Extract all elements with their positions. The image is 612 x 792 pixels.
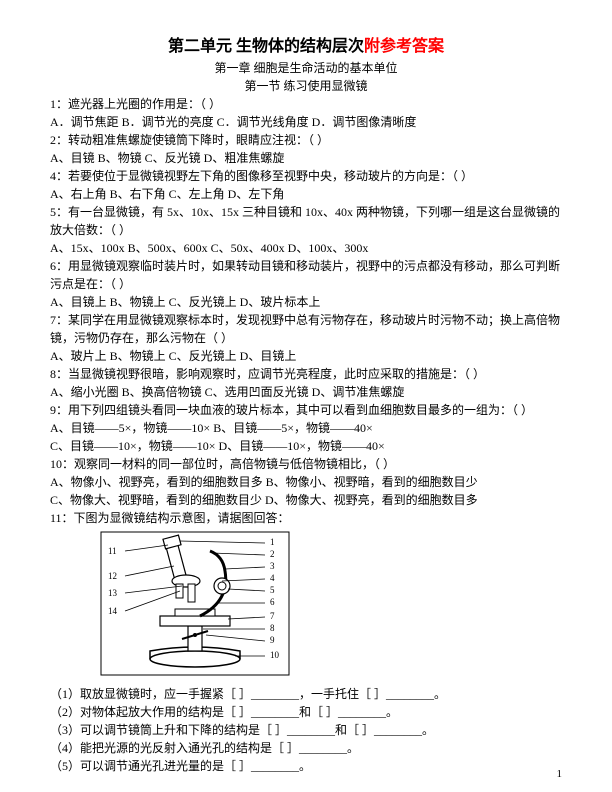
label-8: 8 xyxy=(270,623,275,633)
microscope-diagram: 11 12 13 14 1 2 3 4 5 6 7 8 9 10 xyxy=(100,531,562,681)
q10-stem: 11：下图为显微镜结构示意图，请据图回答： xyxy=(50,509,562,527)
fill-1: （1）取放显微镜时，应一手握紧［ ］________，一手托住［ ］______… xyxy=(50,685,562,703)
fill-4: （4）能把光源的光反射入通光孔的结构是［ ］________。 xyxy=(50,739,562,757)
q2-stem: 2：转动粗准焦螺旋使镜筒下降时，眼睛应注视：（ ） xyxy=(50,131,562,149)
label-1: 1 xyxy=(270,537,275,547)
label-12: 12 xyxy=(108,571,117,581)
q2-options: A、目镜 B、物镜 C、反光镜 D、粗准焦螺旋 xyxy=(50,149,562,167)
subtitle-chapter: 第一章 细胞是生命活动的基本单位 xyxy=(50,59,562,77)
label-4: 4 xyxy=(270,573,275,583)
q5-stem: 6：用显微镜观察临时装片时，如果转动目镜和移动装片，视野中的污点都没有移动，那么… xyxy=(50,257,562,293)
label-6: 6 xyxy=(270,597,275,607)
main-title: 第二单元 生物体的结构层次附参考答案 xyxy=(50,35,562,59)
q1-stem: 1：遮光器上光圈的作用是：（ ） xyxy=(50,95,562,113)
label-7: 7 xyxy=(270,611,275,621)
label-2: 2 xyxy=(270,549,275,559)
microscope-svg: 11 12 13 14 1 2 3 4 5 6 7 8 9 10 xyxy=(100,531,290,676)
q7-stem: 8：当显微镜视野很暗，影响观察时，应调节光亮程度，此时应采取的措施是：（ ） xyxy=(50,365,562,383)
q9-options-ab: A、物像小、视野亮，看到的细胞数目多 B、物像小、视野暗，看到的细胞数目少 xyxy=(50,473,562,491)
q3-options: A、右上角 B、右下角 C、左上角 D、左下角 xyxy=(50,185,562,203)
label-11: 11 xyxy=(108,546,117,556)
label-13: 13 xyxy=(108,588,118,598)
q6-options: A、玻片上 B、物镜上 C、反光镜上 D、目镜上 xyxy=(50,347,562,365)
q8-stem: 9：用下列四组镜头看同一块血液的玻片标本，其中可以看到血细胞数目最多的一组为：（… xyxy=(50,401,562,419)
q9-stem: 10：观察同一材料的同一部位时，高倍物镜与低倍物镜相比，（ ） xyxy=(50,455,562,473)
q4-stem: 5：有一台显微镜，有 5x、10x、15x 三种目镜和 10x、40x 两种物镜… xyxy=(50,203,562,239)
document-page: 第二单元 生物体的结构层次附参考答案 第一章 细胞是生命活动的基本单位 第一节 … xyxy=(0,0,612,792)
q9-options-cd: C、物像大、视野暗，看到的细胞数目少 D、物像大、视野亮，看到的细胞数目多 xyxy=(50,491,562,509)
label-5: 5 xyxy=(270,585,275,595)
q4-options: A、15x、100x B、500x、600x C、50x、400x D、100x… xyxy=(50,239,562,257)
fill-2: （2）对物体起放大作用的结构是［ ］________和［ ］________。 xyxy=(50,703,562,721)
title-red-part: 附参考答案 xyxy=(364,38,444,55)
q3-stem: 4：若要使位于显微镜视野左下角的图像移至视野中央，移动玻片的方向是：（ ） xyxy=(50,167,562,185)
label-3: 3 xyxy=(270,561,275,571)
q6-stem: 7：某同学在用显微镜观察标本时，发现视野中总有污物存在，移动玻片时污物不动；换上… xyxy=(50,311,562,347)
q1-options: A．调节焦距 B．调节光的亮度 C．调节光线角度 D．调节图像清晰度 xyxy=(50,113,562,131)
fill-5: （5）可以调节通光孔进光量的是［ ］________。 xyxy=(50,757,562,775)
label-9: 9 xyxy=(270,635,275,645)
title-black-part: 第二单元 生物体的结构层次 xyxy=(168,38,364,55)
q8-options-ab: A、目镜——5×，物镜——10× B、目镜——5×，物镜——40× xyxy=(50,419,562,437)
label-14: 14 xyxy=(108,606,118,616)
page-number: 1 xyxy=(557,766,563,783)
label-10: 10 xyxy=(270,650,280,660)
subtitle-section: 第一节 练习使用显微镜 xyxy=(50,77,562,95)
q7-options: A、缩小光圈 B、换高倍物镜 C、选用凹面反光镜 D、调节准焦螺旋 xyxy=(50,383,562,401)
q5-options: A、目镜上 B、物镜上 C、反光镜上 D、玻片标本上 xyxy=(50,293,562,311)
fill-3: （3）可以调节镜筒上升和下降的结构是［ ］________和［ ］_______… xyxy=(50,721,562,739)
q8-options-cd: C、目镜——10×，物镜——10× D、目镜——10×，物镜——40× xyxy=(50,437,562,455)
